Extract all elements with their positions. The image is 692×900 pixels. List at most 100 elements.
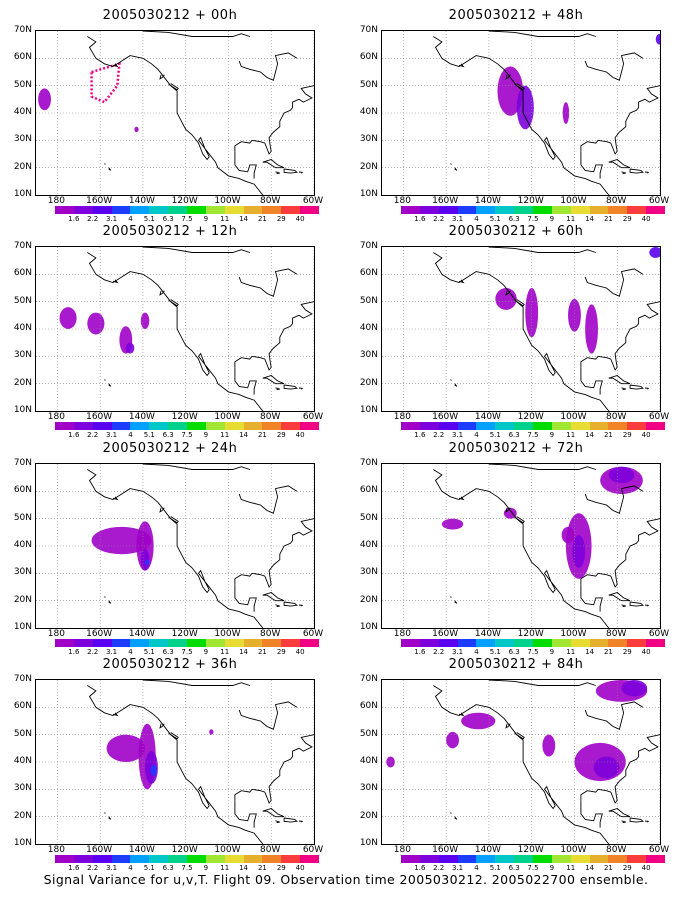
colorbar-label: 40	[641, 648, 651, 656]
colorbar-swatch	[627, 206, 647, 214]
colorbar-swatch	[514, 639, 534, 647]
colorbar-label: 29	[622, 431, 632, 439]
coastline	[262, 807, 285, 818]
coastline	[433, 685, 610, 844]
colorbar-label: 29	[276, 648, 286, 656]
lat-tick-label: 10N	[13, 405, 32, 415]
coastline	[644, 820, 650, 823]
lon-tick-label: 60W	[302, 412, 324, 422]
coastline	[234, 712, 314, 804]
coastline	[87, 469, 264, 628]
lat-tick-label: 10N	[13, 838, 32, 848]
lat-tick-label: 10N	[13, 622, 32, 632]
lat-tick-label: 50N	[13, 512, 32, 523]
colorbar	[55, 206, 320, 214]
colorbar-label: 4	[128, 215, 133, 223]
coastline	[87, 685, 264, 844]
variance-contour	[585, 304, 598, 354]
colorbar-swatch	[551, 206, 571, 214]
coastline	[433, 252, 610, 411]
colorbar-swatch	[281, 206, 301, 214]
lon-tick-label: 180	[47, 629, 65, 639]
colorbar-label: 3.1	[105, 864, 118, 872]
map-panel: 2005030212 + 24h 70N 60N 50N 40N 30N 20N 10N 180…	[5, 441, 335, 656]
coastline	[112, 279, 119, 284]
lat-tick-label: 50N	[13, 728, 32, 739]
colorbar-swatch	[608, 855, 628, 863]
coastline	[580, 279, 660, 371]
colorbar	[401, 639, 666, 647]
colorbar-label: 1.6	[414, 431, 426, 439]
lat-tick-label: 20N	[13, 161, 32, 172]
lat-tick-label: 30N	[359, 350, 378, 361]
coastline	[433, 36, 610, 195]
lon-tick-label: 60W	[302, 845, 324, 855]
lon-tick-label: 160W	[432, 412, 459, 422]
colorbar-label: 1.6	[414, 864, 426, 872]
lat-tick-label: 20N	[359, 377, 378, 388]
colorbar-swatch	[646, 855, 666, 863]
coastline	[454, 600, 458, 604]
colorbar-label: 11	[566, 864, 576, 872]
coastline	[298, 604, 304, 607]
map-panel: 2005030212 + 12h 70N 60N 50N 40N 30N 20N 10N 180…	[5, 224, 335, 439]
colorbar-swatch	[589, 206, 609, 214]
lon-tick-label: 140W	[128, 629, 155, 639]
colorbar-swatch	[419, 855, 439, 863]
colorbar-swatch	[608, 639, 628, 647]
colorbar-swatch	[224, 855, 244, 863]
coastline	[298, 387, 304, 390]
colorbar-label: 4	[474, 431, 479, 439]
colorbar-label: 21	[257, 215, 267, 223]
lon-tick-label: 180	[393, 412, 411, 422]
colorbar-label: 1.6	[68, 864, 80, 872]
colorbar-label: 29	[276, 431, 286, 439]
coastline	[275, 820, 280, 824]
colorbar-swatch	[514, 422, 534, 430]
colorbar-label: 29	[622, 215, 632, 223]
coastline	[580, 712, 660, 804]
coastline	[159, 290, 165, 296]
lon-tick-label: 120W	[517, 196, 544, 206]
colorbar-swatch	[111, 422, 131, 430]
lon-tick-label: 180	[393, 629, 411, 639]
colorbar-label: 3.1	[451, 648, 464, 656]
colorbar-label: 7.5	[181, 431, 193, 439]
colorbar-swatch	[419, 206, 439, 214]
colorbar-swatch	[262, 855, 282, 863]
coastline	[608, 374, 631, 385]
colorbar-swatch	[438, 422, 458, 430]
variance-contour	[593, 756, 620, 779]
colorbar-label: 6.3	[508, 431, 520, 439]
colorbar-swatch	[627, 422, 647, 430]
colorbar-label: 4	[474, 215, 479, 223]
colorbar-label: 2.2	[433, 648, 445, 656]
colorbar-swatch	[243, 422, 263, 430]
colorbar-swatch	[570, 639, 590, 647]
lat-tick-label: 50N	[359, 728, 378, 739]
colorbar-label: 6.3	[508, 215, 520, 223]
lat-tick-label: 60N	[359, 701, 378, 712]
colorbar-label: 2.2	[433, 864, 445, 872]
coastline	[458, 279, 465, 284]
colorbar-label: 6.3	[162, 431, 174, 439]
colorbar-label: 9	[203, 215, 209, 223]
variance-contour	[59, 307, 77, 329]
coastline	[298, 820, 304, 823]
colorbar-swatch	[205, 639, 225, 647]
coastline	[238, 701, 298, 730]
coastline	[584, 485, 644, 514]
colorbar-label: 9	[203, 431, 209, 439]
colorbar-swatch	[168, 855, 188, 863]
colorbar-swatch	[168, 422, 188, 430]
colorbar-swatch	[168, 206, 188, 214]
lon-tick-label: 180	[47, 845, 65, 855]
colorbar-swatch	[281, 639, 301, 647]
colorbar-swatch	[300, 639, 320, 647]
coastline	[433, 469, 610, 628]
colorbar-swatch	[205, 855, 225, 863]
panel-title: 2005030212 + 12h	[102, 224, 238, 239]
lat-tick-label: 50N	[13, 295, 32, 306]
colorbar-label: 29	[276, 215, 286, 223]
coastline	[168, 299, 179, 307]
